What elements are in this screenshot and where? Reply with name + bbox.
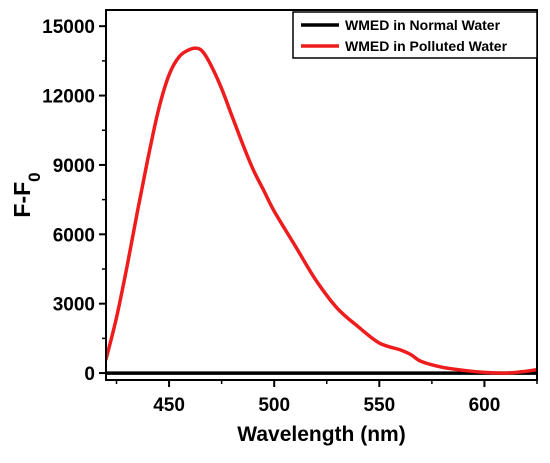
x-tick-label: 500 [258,395,290,416]
x-tick-label: 550 [363,395,395,416]
tick-layer [99,25,538,387]
x-tick-label: 450 [153,395,185,416]
y-tick-label: 0 [84,364,95,385]
legend: WMED in Normal Water WMED in Polluted Wat… [292,11,538,59]
x-tick-label: 600 [469,395,501,416]
x-axis-title: Wavelength (nm) [237,423,405,446]
series-line-2 [106,46,537,375]
legend-box [292,11,538,59]
series-layer [106,46,537,375]
plot-frame [105,9,538,381]
y-axis-title: F-F0 [9,172,44,217]
label-layer: 450 500 550 60003000600090001200015000Wavel… [9,17,500,446]
legend-label: WMED in Normal Water [345,17,501,33]
legend-label: WMED in Polluted Water [345,38,508,54]
y-tick-label: 12000 [42,87,95,108]
y-tick-label: 3000 [53,295,95,316]
y-axis-title-subscript: 0 [25,172,44,181]
y-tick-label: 6000 [53,225,95,246]
y-tick-label: 15000 [42,17,95,38]
y-tick-label: 9000 [53,156,95,177]
